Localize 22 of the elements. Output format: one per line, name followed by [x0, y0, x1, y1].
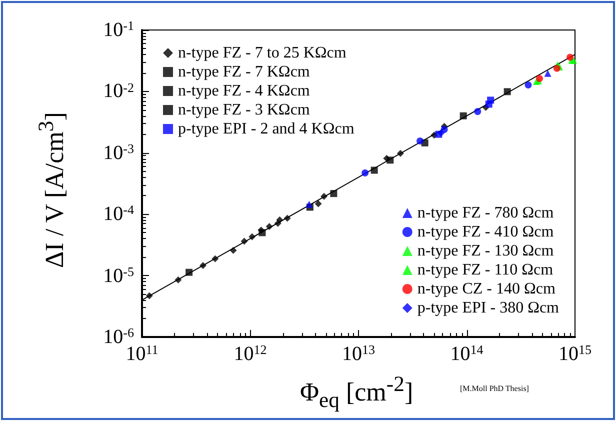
x-tick-label: 10$^{14}$: [450, 342, 484, 365]
y-tick-label: 10$^{-5}$: [103, 264, 134, 287]
legend-label: n-type CZ - 140 Ωcm: [417, 280, 556, 298]
legend-label: p-type EPI - 380 Ωcm: [417, 300, 560, 316]
legend-label: p-type EPI - 2 and 4 KΩcm: [178, 120, 355, 138]
legend-label: n-type FZ - 410 Ωcm: [417, 224, 554, 240]
x-tick-label: 10$^{15}$: [558, 342, 592, 365]
x-tick-label: 10$^{12}$: [234, 342, 267, 365]
y-tick-label: 10$^{-1}$: [103, 18, 134, 41]
x-axis-title: Φ$_{eq}$ [cm$^{-2}$]: [300, 372, 414, 413]
legend-label: n-type FZ - 7 KΩcm: [178, 64, 310, 80]
y-tick-label: 10$^{-2}$: [103, 80, 134, 102]
legend-label: n-type FZ - 110 Ωcm: [417, 262, 554, 278]
legend-label: n-type FZ - 7 to 25 KΩcm: [178, 44, 347, 62]
y-tick-label: 10$^{-3}$: [103, 140, 134, 164]
text: [M.Moll PhD Thesis]: [460, 384, 529, 393]
y-tick-label: 10$^{-4}$: [103, 202, 134, 226]
legend-label: n-type FZ - 4 KΩcm: [178, 82, 310, 100]
legend-label: n-type FZ - 780 Ωcm: [417, 204, 554, 222]
x-tick-label: 10$^{13}$: [342, 342, 375, 365]
legend-label: n-type FZ - 130 Ωcm: [417, 242, 554, 260]
legend-label: n-type FZ - 3 KΩcm: [178, 102, 310, 118]
